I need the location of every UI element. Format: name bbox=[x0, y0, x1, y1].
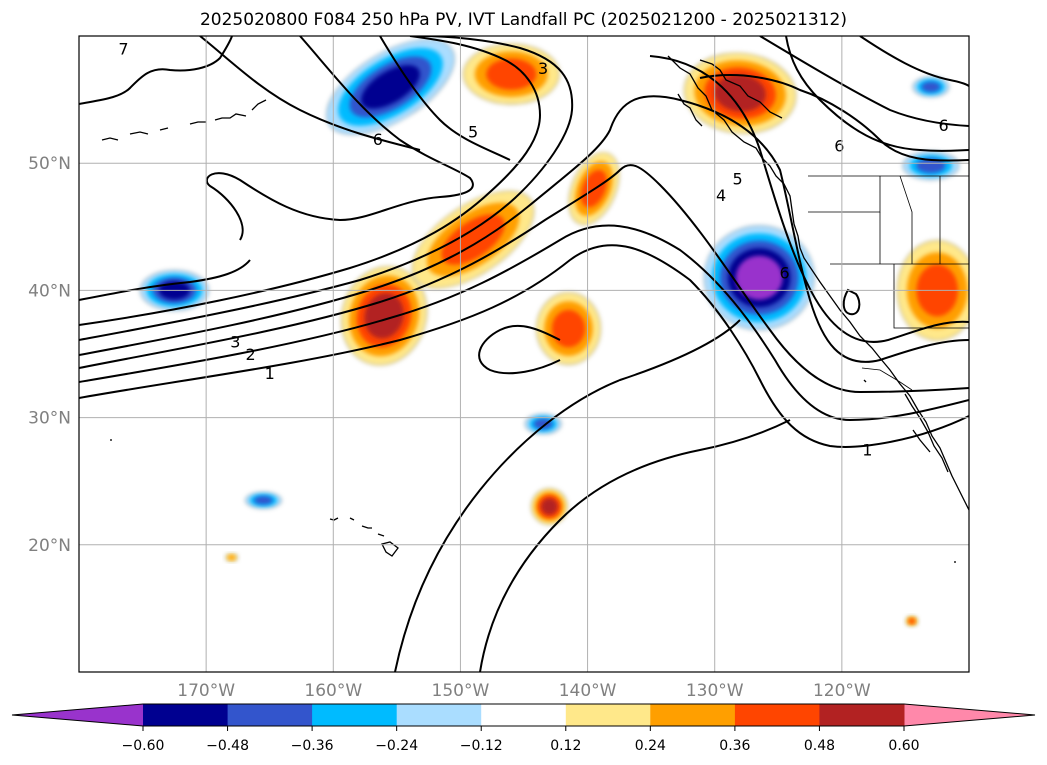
plot-background bbox=[79, 36, 969, 672]
y-tick-label: 40°N bbox=[28, 281, 71, 301]
contour-label: 1 bbox=[862, 440, 872, 459]
colorbar-tick-label: −0.36 bbox=[291, 738, 334, 754]
colorbar-segment bbox=[565, 704, 651, 726]
colorbar-segment bbox=[227, 704, 313, 726]
pv-contour-w bbox=[79, 259, 251, 301]
blob-level bbox=[441, 214, 505, 265]
contour-label: 1 bbox=[265, 364, 275, 383]
contour-label: 3 bbox=[538, 59, 548, 78]
x-tick-label: 120°W bbox=[813, 681, 871, 701]
pv-contour-5b bbox=[649, 55, 969, 343]
pv-contour-6a bbox=[79, 36, 542, 326]
blob-level bbox=[921, 81, 941, 93]
pc-anomaly-blob bbox=[245, 491, 282, 509]
blob-level bbox=[227, 554, 236, 561]
gridlines bbox=[79, 36, 969, 672]
pv-contour-ne1 bbox=[759, 36, 969, 127]
colorbar-tick-label: 0.36 bbox=[719, 738, 750, 754]
x-tick-label: 170°W bbox=[177, 681, 235, 701]
colorbar-tick-label: −0.12 bbox=[460, 738, 503, 754]
contour-label: 3 bbox=[230, 332, 240, 351]
blob-level bbox=[908, 618, 915, 624]
pv-contour-1 bbox=[79, 244, 969, 448]
pv-contour-nw2 bbox=[199, 36, 421, 151]
contour-label: 6 bbox=[938, 116, 948, 135]
colorbar-segment bbox=[819, 704, 905, 726]
colorbar: −0.60 −0.48 −0.36 −0.24 −0.12 0.12 0.24 0.36 0.4… bbox=[11, 703, 1036, 754]
x-tick-label: 160°W bbox=[304, 681, 362, 701]
contour-label: 7 bbox=[118, 40, 128, 59]
pv-contour-nw3 bbox=[79, 36, 233, 105]
pc-anomaly-blob bbox=[703, 225, 815, 331]
colorbar-tick-label: −0.60 bbox=[122, 738, 165, 754]
blob-level bbox=[714, 74, 766, 112]
coastlines bbox=[101, 55, 969, 563]
pv-contour-2 bbox=[79, 224, 969, 422]
contour-label: 4 bbox=[716, 186, 726, 205]
pv-contour-ne4 bbox=[785, 36, 969, 152]
contour-label: 6 bbox=[780, 264, 790, 283]
pv-contour-5a bbox=[79, 36, 574, 341]
blob-level bbox=[916, 158, 946, 173]
pc-anomaly-blob bbox=[225, 553, 238, 562]
blob-level bbox=[541, 498, 558, 515]
colorbar-segment bbox=[396, 704, 482, 726]
pv-contour-ne2 bbox=[699, 74, 969, 162]
colorbar-segment bbox=[650, 704, 736, 726]
contour-label: 5 bbox=[468, 122, 478, 141]
pc-anomaly-blob bbox=[531, 488, 568, 525]
colorbar-extend-min bbox=[12, 704, 143, 726]
pc-anomaly-blob bbox=[326, 39, 455, 135]
y-tick-label: 20°N bbox=[28, 536, 71, 556]
plot-frame bbox=[78, 35, 970, 673]
colorbar-segment bbox=[143, 704, 229, 726]
pv-contours bbox=[79, 36, 969, 672]
pv-contour-nw1 bbox=[205, 36, 474, 241]
pc-anomaly-blob bbox=[912, 76, 950, 98]
contour-label: 5 bbox=[733, 169, 743, 188]
pc-anomaly-blob bbox=[683, 52, 797, 134]
contour-label: 2 bbox=[246, 345, 256, 364]
pc-anomaly-blob bbox=[536, 292, 601, 365]
blob-level bbox=[486, 58, 537, 90]
colorbar-segment bbox=[312, 704, 398, 726]
pc-anomaly-blob bbox=[905, 615, 919, 627]
x-tick-label: 140°W bbox=[559, 681, 617, 701]
colorbar-tick-label: 0.24 bbox=[635, 738, 666, 754]
pv-contour-loop bbox=[478, 324, 561, 375]
colorbar-tick-label: 0.48 bbox=[804, 738, 835, 754]
pv-contour-s1 bbox=[394, 319, 741, 672]
pc-anomaly-shading bbox=[140, 39, 969, 627]
blob-level bbox=[551, 309, 586, 348]
contour-label: 6 bbox=[373, 130, 383, 149]
x-tick-label: 130°W bbox=[686, 681, 744, 701]
colorbar-tick-label: 0.12 bbox=[550, 738, 581, 754]
y-tick-label: 30°N bbox=[28, 409, 71, 429]
y-axis-ticks: 20°N 30°N 40°N 50°N bbox=[28, 154, 71, 556]
state-borders bbox=[808, 175, 969, 391]
y-tick-label: 50°N bbox=[28, 154, 71, 174]
colorbar-extend-max bbox=[904, 704, 1035, 726]
colorbar-tick-label: −0.24 bbox=[375, 738, 418, 754]
colorbar-segment bbox=[734, 704, 820, 726]
pv-contour-ne3 bbox=[859, 36, 969, 87]
colorbar-segment bbox=[481, 704, 567, 726]
x-tick-label: 150°W bbox=[432, 681, 490, 701]
pv-contour-6b bbox=[379, 36, 511, 161]
blob-level bbox=[735, 255, 783, 300]
chart-title: 2025020800 F084 250 hPa PV, IVT Landfall… bbox=[199, 10, 847, 30]
x-axis-ticks: 170°W 160°W 150°W 140°W 130°W 120°W bbox=[177, 681, 871, 701]
blob-level bbox=[254, 496, 273, 505]
contour-label: 6 bbox=[834, 136, 844, 155]
colorbar-tick-label: 0.60 bbox=[888, 738, 919, 754]
colorbar-tick-label: −0.48 bbox=[206, 738, 249, 754]
pv-contour-s2 bbox=[479, 419, 791, 672]
pv-contour-coast-loop bbox=[842, 288, 861, 316]
pv-contour-3 bbox=[79, 164, 969, 394]
